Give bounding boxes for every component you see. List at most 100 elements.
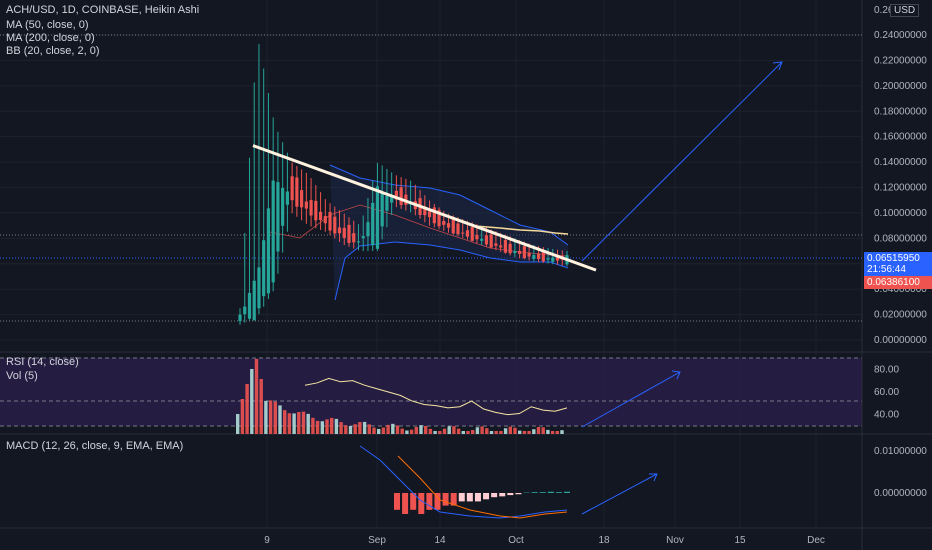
candle-body — [513, 251, 517, 254]
macd-histogram-bar — [442, 493, 449, 506]
candle-body — [394, 190, 398, 200]
volume-bar — [391, 423, 395, 434]
candle-body — [347, 224, 351, 243]
last-price-tag: 0.06515950 21:56:44 — [864, 252, 932, 276]
macd-histogram-bar — [394, 493, 400, 510]
legend-bb[interactable]: BB (20, close, 2, 0) — [6, 45, 100, 57]
volume-bar — [480, 426, 484, 434]
last-price-value: 0.06515950 — [867, 253, 920, 264]
macd-histogram-bar — [499, 493, 506, 497]
price-tick-label: 0.16000000 — [874, 132, 927, 143]
rsi-band — [0, 358, 862, 426]
volume-bar — [409, 429, 414, 434]
macd-histogram-bar — [458, 493, 465, 502]
legend-ma200[interactable]: MA (200, close, 0) — [6, 32, 95, 44]
price-tick-label: 0.20000000 — [874, 81, 927, 92]
volume-bar — [466, 431, 470, 434]
candle-body — [427, 211, 432, 218]
volume-bar — [348, 426, 353, 434]
candle-body — [238, 314, 242, 321]
volume-bar — [494, 431, 498, 434]
time-tick-label: 15 — [734, 535, 746, 546]
volume-bar — [442, 428, 447, 434]
macd-histogram-bar — [410, 493, 417, 510]
projection-arrow-price — [581, 61, 783, 262]
volume-bar — [334, 418, 339, 434]
candle-body — [342, 227, 346, 238]
currency-label[interactable]: USD — [890, 4, 920, 17]
volume-bar — [550, 431, 555, 434]
rsi-tick-label: 80.00 — [874, 364, 899, 375]
volume-bar — [381, 427, 386, 434]
candle-body — [247, 292, 252, 319]
candle-body — [309, 200, 313, 216]
legend-vol[interactable]: Vol (5) — [6, 370, 38, 382]
volume-bar — [292, 413, 296, 434]
volume-bar — [315, 420, 320, 434]
time-tick-label: 14 — [434, 535, 446, 546]
candle-body — [271, 180, 275, 283]
candle-body — [352, 233, 356, 243]
volume-bar — [259, 379, 263, 434]
volume-bar — [372, 427, 376, 434]
candle-body — [551, 257, 555, 262]
volume-bar — [485, 428, 489, 434]
volume-bar — [301, 411, 306, 434]
candle-body — [456, 223, 460, 235]
candle-body — [276, 182, 280, 252]
candle-body — [484, 235, 489, 245]
volume-bar — [541, 427, 545, 434]
macd-tick-label: 0.01000000 — [874, 446, 927, 457]
price-tick-label: 0.14000000 — [874, 157, 927, 168]
volume-bar — [560, 430, 564, 434]
countdown-value: 21:56:44 — [867, 264, 906, 275]
volume-bar — [400, 428, 404, 434]
volume-bar — [268, 400, 273, 434]
price-tick-label: 0.12000000 — [874, 183, 927, 194]
macd-histogram-bar — [402, 493, 409, 514]
volume-bar — [278, 405, 282, 434]
volume-bar — [325, 419, 329, 434]
volume-bar — [456, 428, 461, 434]
legend-rsi[interactable]: RSI (14, close) — [6, 356, 79, 368]
candle-body — [423, 206, 427, 216]
candle-body — [371, 202, 375, 246]
candle-body — [555, 254, 560, 261]
candle-body — [437, 209, 441, 227]
time-tick-label: Dec — [807, 535, 825, 546]
legend-macd[interactable]: MACD (12, 26, close, 9, EMA, EMA) — [6, 440, 184, 452]
volume-bar — [236, 414, 240, 434]
macd-tick-label: 0.00000000 — [874, 488, 927, 499]
candle-body — [333, 216, 337, 234]
volume-bar — [489, 431, 494, 434]
candle-body — [522, 246, 526, 259]
macd-histogram-bar — [555, 492, 562, 493]
macd-histogram-bar — [466, 493, 473, 502]
volume-bar — [264, 400, 268, 434]
price-tick-label: 0.04000000 — [874, 284, 927, 295]
price-tick-label: 0.24000000 — [874, 30, 927, 41]
candle-body — [318, 211, 323, 221]
volume-bar — [254, 359, 259, 434]
candle-body — [361, 236, 365, 239]
volume-bar — [461, 431, 465, 434]
volume-bar — [306, 413, 310, 434]
volume-bar — [508, 426, 512, 434]
time-tick-label: 9 — [264, 535, 270, 546]
time-tick-label: Sep — [368, 535, 386, 546]
projection-arrow-macd — [581, 473, 658, 515]
volume-bar — [475, 427, 480, 434]
candle-body — [314, 200, 318, 221]
volume-bar — [419, 425, 423, 434]
candle-body — [503, 239, 507, 253]
macd-histogram-bar — [418, 493, 425, 514]
volume-bar — [358, 422, 362, 434]
macd-histogram-bar — [434, 493, 441, 510]
trendline — [252, 144, 597, 272]
volume-bar — [414, 427, 418, 434]
legend-ma50[interactable]: MA (50, close, 0) — [6, 19, 89, 31]
volume-bar — [377, 428, 381, 434]
volume-bar — [471, 430, 475, 434]
price-tick-label: 0.08000000 — [874, 233, 927, 244]
